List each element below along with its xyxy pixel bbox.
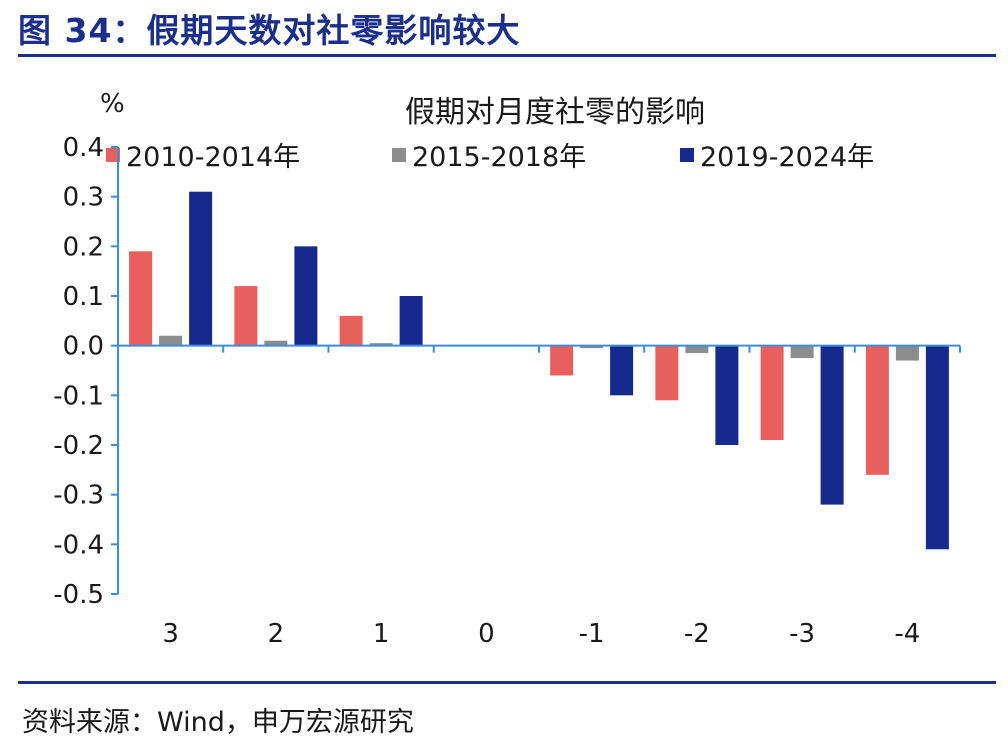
legend-swatch (680, 148, 694, 162)
x-tick-label: -4 (894, 619, 920, 649)
legend: 2010-2014年 2015-2018年 2019-2024年 (106, 142, 874, 173)
x-tick-label: -2 (684, 619, 710, 649)
legend-label: 2015-2018年 (412, 142, 586, 173)
bar (685, 345, 709, 354)
y-tick-label: -0.4 (53, 530, 104, 560)
bar (790, 345, 814, 359)
bar (339, 315, 363, 346)
x-tick-label: 3 (162, 619, 179, 649)
bar (820, 345, 844, 505)
chart-title: 假期对月度社零的影响 (405, 95, 705, 130)
legend-label: 2019-2024年 (700, 142, 874, 173)
x-tick-label: 2 (268, 619, 285, 649)
figure-title: 图 34：假期天数对社零影响较大 (18, 11, 521, 50)
source-note: 资料来源：Wind，申万宏源研究 (22, 707, 414, 738)
x-tick-label: 0 (478, 619, 495, 649)
title-divider (18, 54, 996, 57)
x-tick-label: -1 (579, 619, 605, 649)
source-divider (18, 681, 996, 684)
y-tick-label: 0.2 (63, 232, 104, 262)
bar (610, 345, 634, 396)
bar (760, 345, 784, 441)
bar (264, 340, 288, 346)
bar (234, 286, 258, 346)
y-tick-label: 0.3 (63, 183, 104, 213)
bar (294, 246, 318, 346)
y-tick-label: 0.4 (63, 133, 104, 163)
bar (715, 345, 739, 445)
y-tick-label: -0.3 (53, 481, 104, 511)
y-tick-label: -0.2 (53, 431, 104, 461)
x-tick-label: -3 (789, 619, 815, 649)
bar (865, 345, 889, 475)
bar (399, 296, 423, 346)
y-axis-unit-label: % (100, 89, 125, 119)
bars (129, 191, 949, 550)
legend-swatch (106, 148, 120, 162)
bar (189, 191, 213, 346)
bar (129, 251, 153, 346)
bar (580, 345, 604, 349)
y-tick-label: 0.1 (63, 282, 104, 312)
bar (369, 343, 393, 346)
bar (925, 345, 949, 550)
y-tick-label: 0.0 (63, 332, 104, 362)
legend-label: 2010-2014年 (126, 142, 300, 173)
x-axis: 3 2 1 0 -1 -2 -3 -4 (117, 344, 961, 649)
bar (655, 345, 679, 401)
bar (895, 345, 919, 361)
bar (550, 345, 574, 376)
bar-chart: % 假期对月度社零的影响 2010-2014年 2015-2018年 2019-20… (53, 89, 961, 649)
y-tick-label: -0.5 (53, 580, 104, 610)
y-tick-label: -0.1 (53, 381, 104, 411)
legend-swatch (392, 148, 406, 162)
bar (159, 335, 183, 346)
x-tick-label: 1 (373, 619, 390, 649)
y-axis: 0.4 0.3 0.2 0.1 0.0 -0.1 -0.2 -0.3 -0.4 -0.5 (53, 133, 119, 610)
